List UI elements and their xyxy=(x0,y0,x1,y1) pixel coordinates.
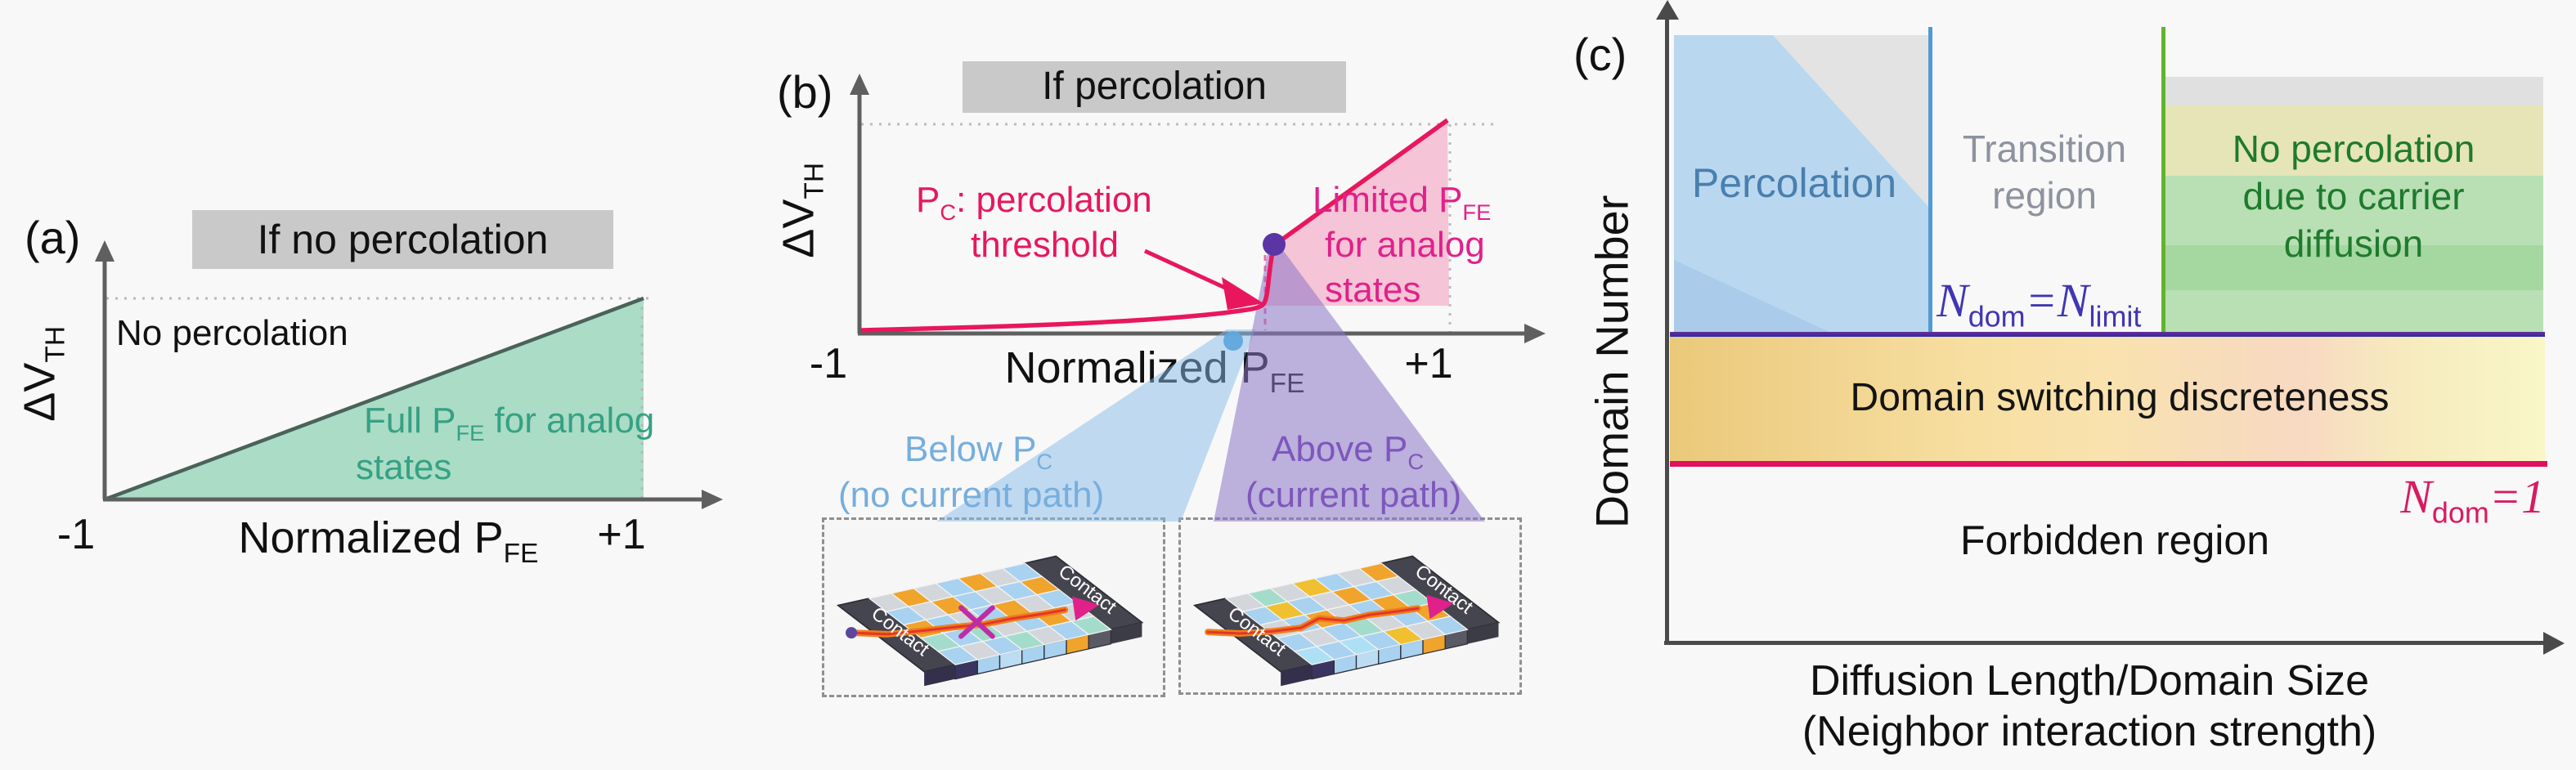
nopercolation-band-green2 xyxy=(2165,245,2543,290)
threshold-callout-line xyxy=(1143,248,1227,290)
panel-b-header: If percolation xyxy=(963,61,1346,113)
transition-region-label-line2: region xyxy=(1992,174,2097,217)
full-pfe-label-line1: Full PFE for analog xyxy=(364,401,655,445)
x-min-tick: -1 xyxy=(809,340,848,387)
panel-a-x-axis-label: Normalized PFE xyxy=(238,513,539,569)
transition-nopercolation-boundary-line xyxy=(2161,27,2165,332)
nopercolation-label-line1: No percolation xyxy=(2232,128,2475,170)
panel-a-plot xyxy=(95,240,723,509)
ndom-one-label: Ndom=1 xyxy=(2400,470,2545,530)
nopercolation-band-khaki xyxy=(2165,105,2543,176)
panel-c: (c) Domain Number Percolation Transition… xyxy=(1554,0,2576,770)
no-percolation-note: No percolation xyxy=(116,313,348,353)
nopercolation-label-line2: due to carrier xyxy=(2242,175,2465,217)
panel-c-y-axis-label: Domain Number xyxy=(1586,195,1638,529)
ndom-limit-line xyxy=(1670,332,2545,337)
transition-region-label-line1: Transition xyxy=(1962,128,2127,170)
limited-label-line2: for analog xyxy=(1325,225,1485,265)
y-axis-arrow-icon xyxy=(95,240,114,262)
forbidden-region-label: Forbidden region xyxy=(1959,517,2270,563)
full-pfe-label-line2: states xyxy=(356,447,452,487)
panel-a-label: (a) xyxy=(25,212,81,263)
panel-a: (a) If no percolation ΔVTH No percolatio… xyxy=(0,0,777,770)
limited-label-line1: Limited PFE xyxy=(1313,180,1492,225)
below-pc-inset-box: Contact Contact xyxy=(822,517,1165,697)
nopercolation-label-line3: diffusion xyxy=(2283,222,2424,265)
below-pc-label-line1: Below PC xyxy=(904,429,1053,474)
above-pc-label-line1: Above PC xyxy=(1272,429,1425,474)
percolation-region-label: Percolation xyxy=(1691,160,1897,206)
below-pc-label-line2: (no current path) xyxy=(838,475,1105,515)
ndom-limit-label: Ndom=Nlimit xyxy=(1936,274,2142,334)
panel-c-x-axis-label-line1: Diffusion Length/Domain Size xyxy=(1809,657,2370,705)
x-min-tick: -1 xyxy=(56,511,96,558)
limited-label-line3: states xyxy=(1325,270,1421,310)
path-start-dot xyxy=(846,627,858,639)
threshold-note-line2: threshold xyxy=(971,225,1120,265)
panel-b: (b) If percolation ΔVTH PC: percolation … xyxy=(774,0,1595,770)
x-max-tick: +1 xyxy=(597,511,646,558)
nopercolation-band-green3 xyxy=(2165,290,2543,332)
y-axis xyxy=(1665,16,1669,642)
nopercolation-band-gray xyxy=(2165,77,2543,105)
panel-b-label: (b) xyxy=(777,66,833,118)
path-arrow-icon xyxy=(1426,594,1454,620)
limited-pfe-region xyxy=(1263,121,1449,306)
blocked-path-cross-icon xyxy=(958,605,995,639)
y-axis-arrow-icon xyxy=(850,74,869,95)
below-threshold-point xyxy=(1223,331,1243,351)
panel-c-label: (c) xyxy=(1573,29,1627,80)
x-axis xyxy=(1664,641,2545,645)
above-pc-inset-box: Contact Contact xyxy=(1178,517,1522,695)
threshold-arrow-icon xyxy=(1222,277,1263,310)
x-axis-arrow-icon xyxy=(702,490,723,509)
panel-a-y-axis-label: ΔVTH xyxy=(15,325,71,422)
threshold-note-line1: PC: percolation xyxy=(916,180,1152,225)
panel-c-x-axis-label-line2: (Neighbor interaction strength) xyxy=(1802,708,2377,755)
nopercolation-band-green1 xyxy=(2165,176,2543,245)
x-max-tick: +1 xyxy=(1404,340,1453,387)
above-pc-fan xyxy=(1214,249,1485,522)
discreteness-band xyxy=(1670,337,2545,461)
panel-b-plot xyxy=(850,74,1546,522)
panel-a-header: If no percolation xyxy=(192,210,613,269)
x-axis-arrow-icon xyxy=(2543,632,2565,655)
ndom-one-line xyxy=(1670,461,2547,467)
x-axis-arrow-icon xyxy=(1524,324,1546,343)
delta-vth-line xyxy=(104,296,644,502)
above-pc-label-line2: (current path) xyxy=(1245,475,1462,515)
current-path xyxy=(1206,607,1420,635)
percolation-transition-boundary-line xyxy=(1928,27,1932,332)
delta-vth-curve xyxy=(860,118,1449,333)
discreteness-band-label: Domain switching discreteness xyxy=(1850,376,2390,419)
panel-b-y-axis-label: ΔVTH xyxy=(774,162,830,258)
y-axis-arrow-icon xyxy=(1656,0,1679,20)
below-pc-fan xyxy=(936,329,1255,522)
path-arrow-icon xyxy=(1071,596,1100,621)
threshold-point xyxy=(1263,233,1286,256)
